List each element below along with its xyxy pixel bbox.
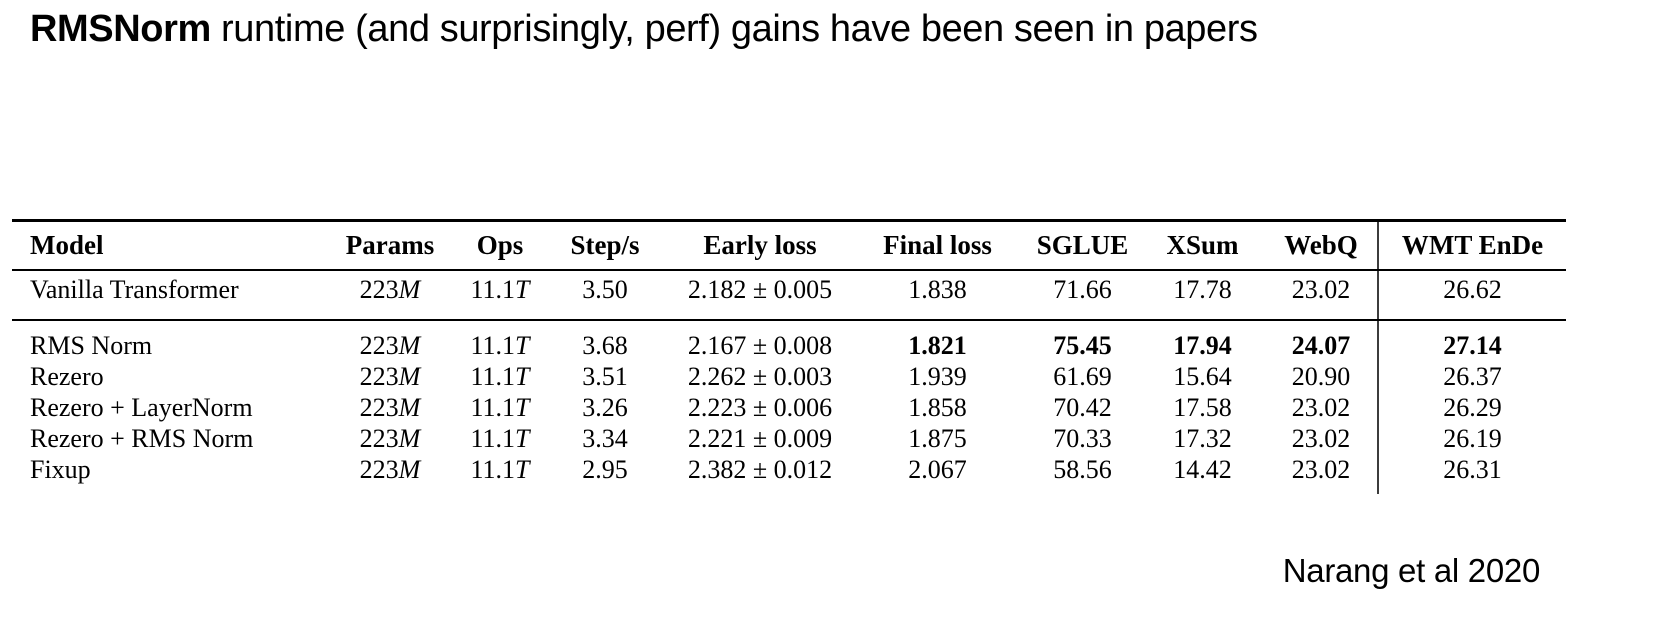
cell-ops: 11.1T bbox=[470, 424, 530, 453]
cell-early_loss: 2.223 ± 0.006 bbox=[687, 393, 833, 422]
cell-ops: 11.1T bbox=[470, 362, 530, 391]
cell-wmt_ende: 26.37 bbox=[1377, 361, 1566, 392]
cell-params: 223M bbox=[359, 455, 421, 484]
cell-wmt_ende: 26.19 bbox=[1377, 423, 1566, 454]
cell-final_loss: 2.067 bbox=[908, 455, 967, 484]
cell-wmt_ende: 26.31 bbox=[1377, 454, 1566, 494]
column-header-wmt_ende: WMT EnDe bbox=[1377, 220, 1566, 271]
cell-model: Rezero + LayerNorm bbox=[30, 393, 253, 422]
table-row: RMS Norm 223M 11.1T 3.68 2.167 ± 0.008 1.821 7… bbox=[12, 320, 1566, 361]
column-header-xsum: XSum bbox=[1140, 220, 1265, 271]
cell-xsum: 15.64 bbox=[1173, 362, 1232, 391]
column-header-params: Params bbox=[320, 220, 460, 271]
cell-steps: 3.51 bbox=[582, 362, 628, 391]
column-header-ops: Ops bbox=[460, 220, 540, 271]
cell-steps: 2.95 bbox=[582, 455, 628, 484]
cell-steps: 3.26 bbox=[582, 393, 628, 422]
title-text: runtime (and surprisingly, perf) gains h… bbox=[210, 8, 1258, 50]
cell-sglue: 70.33 bbox=[1053, 424, 1112, 453]
cell-params: 223M bbox=[359, 331, 421, 360]
column-header-webq: WebQ bbox=[1265, 220, 1378, 271]
cell-sglue: 61.69 bbox=[1053, 362, 1112, 391]
column-header-steps: Step/s bbox=[540, 220, 670, 271]
cell-model: Fixup bbox=[30, 455, 91, 484]
cell-wmt_ende: 26.29 bbox=[1377, 392, 1566, 423]
cell-wmt_ende: 26.62 bbox=[1377, 270, 1566, 321]
cell-wmt_ende: 27.14 bbox=[1377, 320, 1566, 361]
cell-params: 223M bbox=[359, 362, 421, 391]
cell-xsum: 14.42 bbox=[1173, 455, 1232, 484]
table-row: Rezero 223M 11.1T 3.51 2.262 ± 0.003 1.939 61.… bbox=[12, 361, 1566, 392]
cell-params: 223M bbox=[359, 424, 421, 453]
cell-xsum: 17.94 bbox=[1173, 331, 1232, 360]
title-keyword: RMSNorm bbox=[30, 8, 211, 50]
cell-early_loss: 2.182 ± 0.005 bbox=[670, 270, 850, 321]
cell-early_loss: 2.262 ± 0.003 bbox=[687, 362, 833, 391]
cell-ops: 11.1T bbox=[470, 331, 530, 360]
cell-model: Rezero bbox=[30, 362, 104, 391]
cell-final_loss: 1.858 bbox=[908, 393, 967, 422]
cell-params: 223M bbox=[359, 393, 421, 422]
column-header-sglue: SGLUE bbox=[1025, 220, 1140, 271]
cell-ops: 11.1T bbox=[470, 455, 530, 484]
cell-final_loss: 1.875 bbox=[908, 424, 967, 453]
cell-sglue: 70.42 bbox=[1053, 393, 1112, 422]
cell-model: RMS Norm bbox=[30, 331, 153, 360]
results-table: Model Params Ops Step/s Early loss Final loss… bbox=[12, 219, 1566, 494]
cell-params: 223M bbox=[320, 270, 460, 321]
cell-final_loss: 1.821 bbox=[908, 331, 967, 360]
cell-sglue: 75.45 bbox=[1053, 331, 1112, 360]
cell-early_loss: 2.382 ± 0.012 bbox=[687, 455, 833, 484]
table-row: Vanilla Transformer 223M 11.1T 3.50 2.182 ± … bbox=[12, 270, 1566, 321]
cell-webq: 20.90 bbox=[1291, 362, 1351, 391]
column-header-model: Model bbox=[12, 220, 320, 271]
cell-ops: 11.1T bbox=[460, 270, 540, 321]
cell-final_loss: 1.838 bbox=[850, 270, 1025, 321]
table-row: Rezero + LayerNorm 223M 11.1T 3.26 2.223 ± 0… bbox=[12, 392, 1566, 423]
slide-title: RMSNorm runtime (and surprisingly, perf)… bbox=[30, 8, 1258, 51]
cell-final_loss: 1.939 bbox=[908, 362, 967, 391]
cell-early_loss: 2.221 ± 0.009 bbox=[687, 424, 833, 453]
cell-xsum: 17.78 bbox=[1140, 270, 1265, 321]
column-header-final_loss: Final loss bbox=[850, 220, 1025, 271]
cell-webq: 23.02 bbox=[1265, 270, 1378, 321]
citation: Narang et al 2020 bbox=[1282, 552, 1541, 589]
table-row: Fixup 223M 11.1T 2.95 2.382 ± 0.012 2.067 58.5… bbox=[12, 454, 1566, 494]
cell-webq: 23.02 bbox=[1291, 455, 1351, 484]
cell-xsum: 17.58 bbox=[1173, 393, 1232, 422]
column-header-early_loss: Early loss bbox=[670, 220, 850, 271]
table-header: Model Params Ops Step/s Early loss Final loss… bbox=[12, 220, 1566, 271]
header-row: Model Params Ops Step/s Early loss Final loss… bbox=[12, 220, 1566, 271]
cell-webq: 24.07 bbox=[1291, 331, 1351, 360]
table-section-variants: RMS Norm 223M 11.1T 3.68 2.167 ± 0.008 1.821 7… bbox=[12, 320, 1566, 494]
cell-xsum: 17.32 bbox=[1173, 424, 1232, 453]
cell-steps: 3.34 bbox=[582, 424, 628, 453]
table-row: Rezero + RMS Norm 223M 11.1T 3.34 2.221 ± 0.… bbox=[12, 423, 1566, 454]
cell-sglue: 58.56 bbox=[1053, 455, 1112, 484]
table-section-baseline: Vanilla Transformer 223M 11.1T 3.50 2.182 ± … bbox=[12, 270, 1566, 321]
cell-early_loss: 2.167 ± 0.008 bbox=[687, 331, 833, 360]
cell-sglue: 71.66 bbox=[1025, 270, 1140, 321]
cell-model: Rezero + RMS Norm bbox=[30, 424, 254, 453]
cell-steps: 3.50 bbox=[540, 270, 670, 321]
cell-ops: 11.1T bbox=[470, 393, 530, 422]
cell-model: Vanilla Transformer bbox=[12, 270, 320, 321]
cell-webq: 23.02 bbox=[1291, 393, 1351, 422]
cell-steps: 3.68 bbox=[582, 331, 628, 360]
cell-webq: 23.02 bbox=[1291, 424, 1351, 453]
